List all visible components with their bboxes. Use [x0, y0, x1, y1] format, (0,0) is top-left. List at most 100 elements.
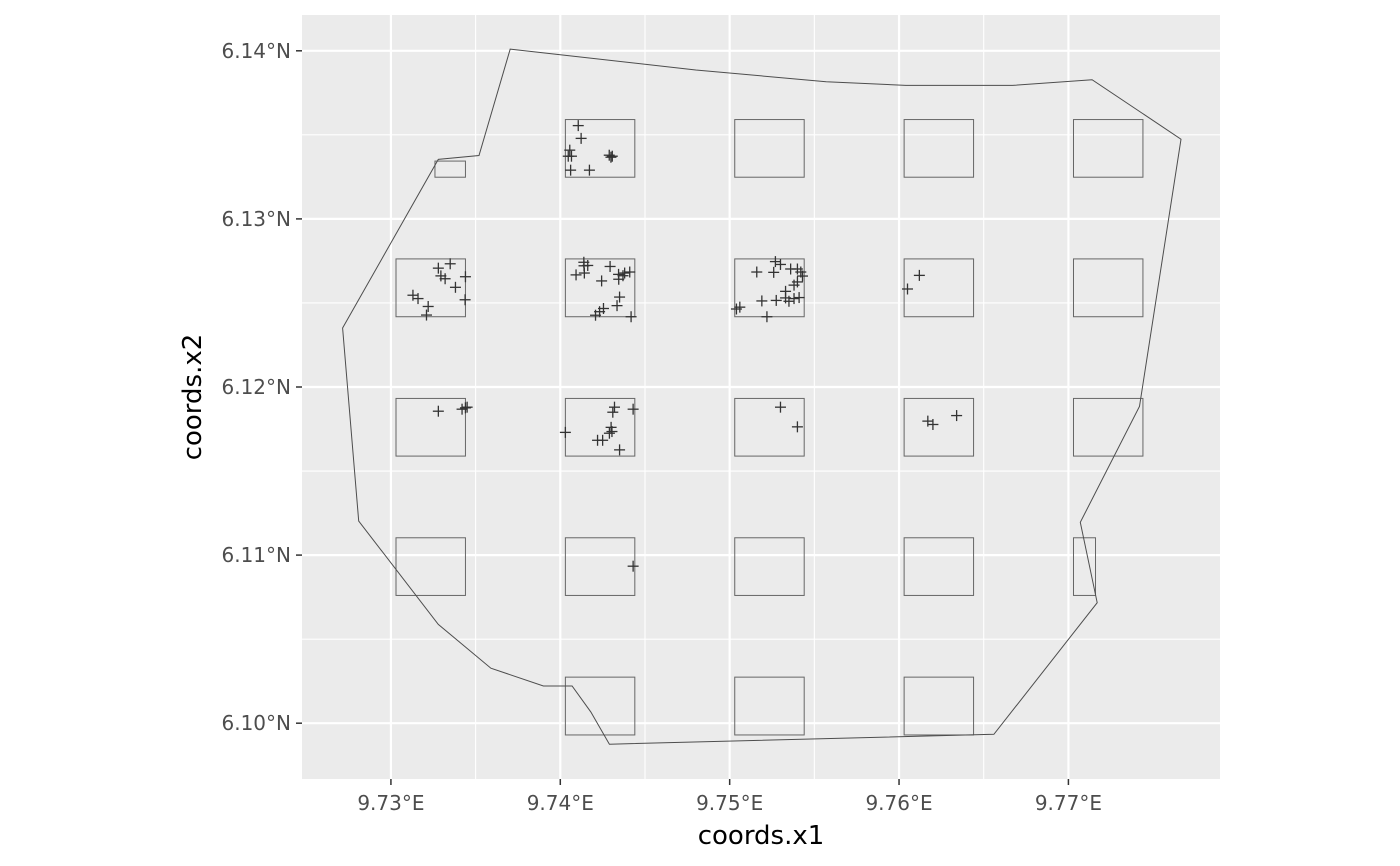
quadrat-rectangles	[395, 119, 1144, 736]
point-marker	[570, 269, 582, 281]
point-marker	[734, 301, 746, 313]
point-marker	[761, 311, 773, 323]
quadrat-rect	[903, 676, 975, 736]
y-axis-title: coords.x2	[178, 334, 208, 461]
quadrat-rect	[903, 537, 975, 596]
quadrat-rect	[564, 119, 636, 178]
point-marker	[565, 150, 577, 162]
y-tick-label: 6.13°N	[222, 207, 292, 231]
point-marker	[432, 262, 444, 274]
quadrat-rect	[734, 676, 805, 736]
point-marker	[582, 259, 594, 271]
point-marker	[603, 427, 615, 439]
quadrat-rect	[1072, 258, 1144, 318]
y-axis: 6.10°N 6.11°N 6.12°N 6.13°N 6.14°N	[222, 39, 302, 735]
quadrat-rect	[1072, 537, 1097, 596]
point-marker	[768, 266, 780, 278]
point-marker	[459, 402, 471, 414]
point-marker	[606, 150, 618, 162]
point-marker	[625, 311, 637, 323]
quadrat-rect	[734, 537, 805, 596]
point-marker	[459, 294, 471, 306]
point-marker	[788, 279, 800, 291]
point-marker	[751, 266, 763, 278]
point-marker	[613, 273, 625, 285]
y-tick-label: 6.12°N	[222, 375, 292, 399]
point-marker	[444, 258, 456, 270]
gridlines	[302, 15, 1220, 779]
point-marker	[572, 120, 584, 132]
point-markers	[407, 120, 963, 572]
point-marker	[583, 164, 595, 176]
quadrat-rect	[395, 397, 466, 457]
point-marker	[439, 273, 451, 285]
point-marker	[614, 291, 626, 303]
y-tick-label: 6.11°N	[222, 543, 292, 567]
quadrat-rect	[434, 160, 466, 178]
y-tick-label: 6.10°N	[222, 711, 292, 735]
x-tick-label: 9.73°E	[357, 791, 424, 815]
quadrat-rect	[395, 258, 466, 318]
point-marker	[788, 293, 800, 305]
point-marker	[774, 258, 786, 270]
point-marker	[902, 283, 914, 295]
point-marker	[459, 271, 471, 283]
point-marker	[770, 294, 782, 306]
point-marker	[927, 418, 939, 430]
quadrat-rect	[903, 258, 975, 318]
point-marker	[564, 144, 576, 156]
point-marker	[619, 267, 631, 279]
point-marker	[578, 267, 590, 279]
point-marker	[796, 270, 808, 282]
point-marker	[913, 269, 925, 281]
point-marker	[611, 300, 623, 312]
point-marker	[791, 421, 803, 433]
point-marker	[605, 151, 617, 163]
x-axis-title: coords.x1	[698, 821, 825, 851]
y-tick-label: 6.14°N	[222, 39, 292, 63]
point-marker	[420, 309, 432, 321]
point-marker	[614, 444, 626, 456]
quadrat-rect	[734, 119, 805, 178]
quadrat-rect	[564, 676, 636, 736]
study-area-boundary	[342, 48, 1182, 745]
quadrat-rect	[1072, 119, 1144, 178]
x-tick-label: 9.76°E	[865, 791, 932, 815]
x-tick-label: 9.77°E	[1035, 791, 1102, 815]
point-marker	[597, 434, 609, 446]
point-marker	[590, 309, 602, 321]
quadrat-rect	[903, 397, 975, 457]
point-marker	[449, 281, 461, 293]
point-marker	[783, 295, 795, 307]
point-marker	[756, 295, 768, 307]
boundary-polygon	[342, 48, 1182, 745]
x-axis: 9.73°E 9.74°E 9.75°E 9.76°E 9.77°E	[357, 779, 1102, 815]
point-marker	[422, 300, 434, 312]
point-marker	[774, 401, 786, 413]
x-tick-label: 9.75°E	[696, 791, 763, 815]
point-marker	[951, 410, 963, 422]
point-marker	[604, 260, 616, 272]
point-marker	[432, 405, 444, 417]
panel-background	[302, 15, 1220, 779]
point-marker	[412, 293, 424, 305]
point-marker	[769, 256, 781, 268]
point-marker	[793, 292, 805, 304]
quadrat-rect	[903, 119, 975, 178]
point-marker	[627, 403, 639, 415]
point-marker	[607, 406, 619, 418]
quadrat-rect	[734, 397, 805, 457]
point-marker	[461, 401, 473, 413]
point-marker	[624, 266, 636, 278]
point-marker	[608, 401, 620, 413]
quadrat-rect	[1072, 397, 1144, 457]
point-marker	[606, 426, 618, 438]
point-marker	[575, 132, 587, 144]
point-marker	[559, 426, 571, 438]
x-tick-label: 9.74°E	[527, 791, 594, 815]
point-marker	[596, 275, 608, 287]
quadrat-rect	[395, 537, 466, 596]
point-marker	[627, 560, 639, 572]
point-marker	[565, 164, 577, 176]
